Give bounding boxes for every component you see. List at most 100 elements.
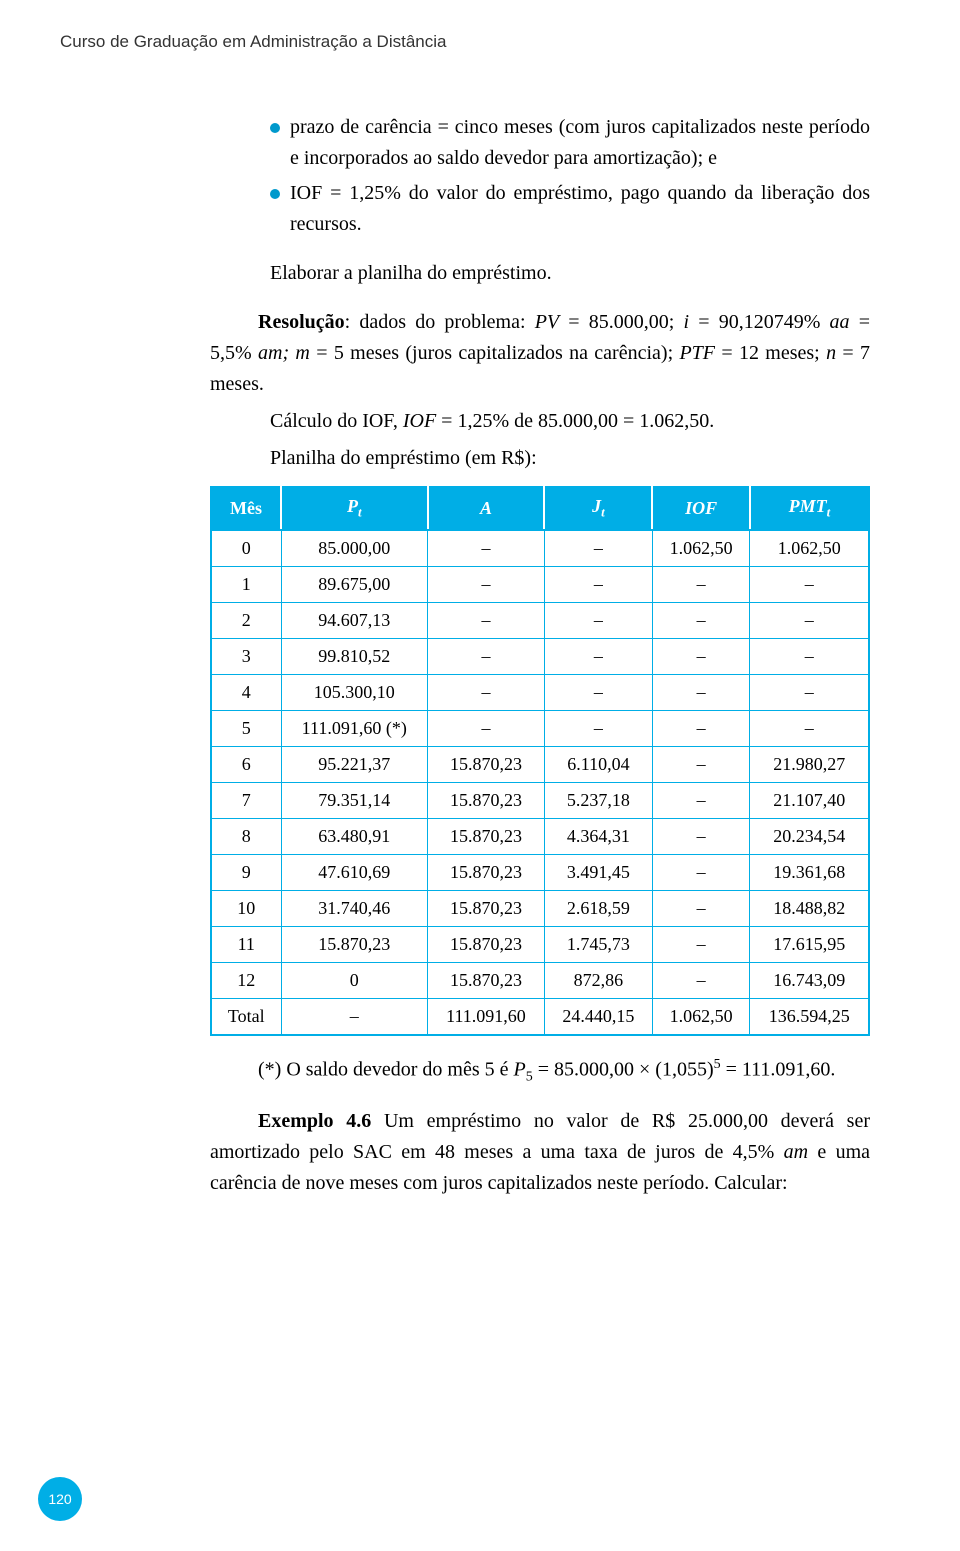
table-cell: 7 bbox=[211, 782, 281, 818]
table-row: 399.810,52–––– bbox=[211, 638, 869, 674]
table-cell: 21.980,27 bbox=[750, 746, 869, 782]
table-cell: – bbox=[428, 530, 545, 567]
table-cell: 1.745,73 bbox=[544, 926, 652, 962]
table-body: 085.000,00––1.062,501.062,50189.675,00––… bbox=[211, 530, 869, 1035]
table-cell: – bbox=[652, 566, 750, 602]
bullet-icon bbox=[270, 123, 280, 133]
calc-planilha: Planilha do empréstimo (em R$): bbox=[270, 443, 870, 474]
table-cell: – bbox=[281, 998, 428, 1035]
table-row: Total–111.091,6024.440,151.062,50136.594… bbox=[211, 998, 869, 1035]
table-head: MêsPtAJtIOFPMTt bbox=[211, 487, 869, 530]
table-cell: 3 bbox=[211, 638, 281, 674]
bullet-icon bbox=[270, 189, 280, 199]
bullet-item-1: prazo de carência = cinco meses (com jur… bbox=[270, 112, 870, 174]
table-cell: Total bbox=[211, 998, 281, 1035]
table-cell: 4.364,31 bbox=[544, 818, 652, 854]
table-cell: – bbox=[544, 638, 652, 674]
table-cell: – bbox=[428, 638, 545, 674]
page: Curso de Graduação em Administração a Di… bbox=[0, 0, 960, 1551]
table-cell: 1 bbox=[211, 566, 281, 602]
table-cell: 15.870,23 bbox=[428, 890, 545, 926]
table-cell: 9 bbox=[211, 854, 281, 890]
table-cell: 47.610,69 bbox=[281, 854, 428, 890]
table-cell: 1.062,50 bbox=[652, 998, 750, 1035]
loan-table: MêsPtAJtIOFPMTt 085.000,00––1.062,501.06… bbox=[210, 486, 870, 1036]
table-cell: – bbox=[428, 602, 545, 638]
table-cell: 89.675,00 bbox=[281, 566, 428, 602]
resolucao-paragraph: Resolução: dados do problema: PV = 85.00… bbox=[210, 307, 870, 400]
table-cell: – bbox=[428, 674, 545, 710]
table-cell: – bbox=[652, 890, 750, 926]
table-row: 779.351,1415.870,235.237,18–21.107,40 bbox=[211, 782, 869, 818]
table-cell: 15.870,23 bbox=[428, 818, 545, 854]
table-cell: – bbox=[652, 746, 750, 782]
table-cell: 15.870,23 bbox=[428, 962, 545, 998]
table-cell: 63.480,91 bbox=[281, 818, 428, 854]
table-cell: – bbox=[544, 710, 652, 746]
table-cell: 3.491,45 bbox=[544, 854, 652, 890]
table-header-cell: PMTt bbox=[750, 487, 869, 530]
footnote-paragraph: (*) O saldo devedor do mês 5 é P5 = 85.0… bbox=[210, 1054, 870, 1088]
table-row: 695.221,3715.870,236.110,04–21.980,27 bbox=[211, 746, 869, 782]
bullet-text: IOF = 1,25% do valor do empréstimo, pago… bbox=[290, 178, 870, 240]
table-cell: 872,86 bbox=[544, 962, 652, 998]
table-cell: 17.615,95 bbox=[750, 926, 869, 962]
table-cell: 24.440,15 bbox=[544, 998, 652, 1035]
table-cell: 111.091,60 (*) bbox=[281, 710, 428, 746]
table-cell: – bbox=[544, 602, 652, 638]
table-cell: 16.743,09 bbox=[750, 962, 869, 998]
table-cell: 18.488,82 bbox=[750, 890, 869, 926]
table-cell: 6.110,04 bbox=[544, 746, 652, 782]
table-cell: 15.870,23 bbox=[281, 926, 428, 962]
calc-iof: Cálculo do IOF, IOF = 1,25% de 85.000,00… bbox=[270, 406, 870, 437]
table-cell: – bbox=[544, 674, 652, 710]
table-cell: 0 bbox=[281, 962, 428, 998]
table-cell: 10 bbox=[211, 890, 281, 926]
table-cell: 2.618,59 bbox=[544, 890, 652, 926]
table-cell: 5.237,18 bbox=[544, 782, 652, 818]
bullet-item-2: IOF = 1,25% do valor do empréstimo, pago… bbox=[270, 178, 870, 240]
table-cell: – bbox=[544, 566, 652, 602]
table-cell: 12 bbox=[211, 962, 281, 998]
table-cell: 99.810,52 bbox=[281, 638, 428, 674]
table-row: 5111.091,60 (*)–––– bbox=[211, 710, 869, 746]
table-cell: – bbox=[652, 962, 750, 998]
table-row: 4105.300,10–––– bbox=[211, 674, 869, 710]
table-cell: 136.594,25 bbox=[750, 998, 869, 1035]
table-cell: – bbox=[652, 710, 750, 746]
content-block: prazo de carência = cinco meses (com jur… bbox=[210, 112, 870, 1199]
table-cell: 1.062,50 bbox=[652, 530, 750, 567]
table-cell: 31.740,46 bbox=[281, 890, 428, 926]
table-row: 863.480,9115.870,234.364,31–20.234,54 bbox=[211, 818, 869, 854]
table-cell: 5 bbox=[211, 710, 281, 746]
table-cell: 2 bbox=[211, 602, 281, 638]
table-cell: – bbox=[652, 926, 750, 962]
exemplo-paragraph: Exemplo 4.6 Um empréstimo no valor de R$… bbox=[210, 1106, 870, 1199]
table-cell: 4 bbox=[211, 674, 281, 710]
table-cell: 20.234,54 bbox=[750, 818, 869, 854]
table-header-row: MêsPtAJtIOFPMTt bbox=[211, 487, 869, 530]
table-cell: 15.870,23 bbox=[428, 926, 545, 962]
table-cell: – bbox=[652, 818, 750, 854]
table-cell: – bbox=[750, 710, 869, 746]
table-cell: – bbox=[652, 674, 750, 710]
table-row: 189.675,00–––– bbox=[211, 566, 869, 602]
table-cell: 15.870,23 bbox=[428, 854, 545, 890]
table-header-cell: A bbox=[428, 487, 545, 530]
table-cell: 1.062,50 bbox=[750, 530, 869, 567]
table-cell: – bbox=[652, 854, 750, 890]
table-cell: – bbox=[652, 638, 750, 674]
table-cell: – bbox=[428, 566, 545, 602]
calc-block: Cálculo do IOF, IOF = 1,25% de 85.000,00… bbox=[270, 406, 870, 474]
table-cell: 8 bbox=[211, 818, 281, 854]
table-cell: 79.351,14 bbox=[281, 782, 428, 818]
table-cell: 15.870,23 bbox=[428, 782, 545, 818]
table-row: 1031.740,4615.870,232.618,59–18.488,82 bbox=[211, 890, 869, 926]
table-header-cell: IOF bbox=[652, 487, 750, 530]
table-cell: 94.607,13 bbox=[281, 602, 428, 638]
table-cell: 11 bbox=[211, 926, 281, 962]
table-cell: 19.361,68 bbox=[750, 854, 869, 890]
table-row: 947.610,6915.870,233.491,45–19.361,68 bbox=[211, 854, 869, 890]
table-row: 294.607,13–––– bbox=[211, 602, 869, 638]
table-header-cell: Jt bbox=[544, 487, 652, 530]
